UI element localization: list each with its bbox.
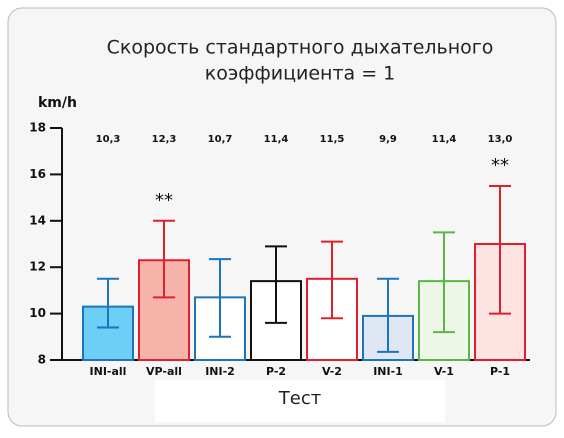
value-label: 11,5 — [320, 134, 345, 145]
error-bar — [433, 231, 455, 334]
error-bar — [97, 277, 119, 329]
x-tick-label: INI-all — [90, 365, 127, 378]
annotation: ** — [155, 190, 173, 211]
y-tick-label: 16 — [29, 167, 46, 181]
value-label: 10,3 — [96, 134, 121, 145]
value-label: 9,9 — [379, 134, 397, 145]
annotation: ** — [491, 155, 509, 176]
y-axis-label: km/h — [38, 95, 77, 111]
bar — [138, 259, 190, 361]
value-label: 11,4 — [264, 134, 289, 145]
error-bar — [209, 258, 231, 338]
value-label: 13,0 — [488, 134, 513, 145]
chart-title: Скорость стандартного дыхательного — [107, 37, 494, 59]
value-label: 12,3 — [152, 134, 177, 145]
x-tick-label: V-1 — [434, 365, 454, 378]
value-label: 11,4 — [432, 134, 457, 145]
y-tick-label: 18 — [29, 121, 46, 135]
x-tick-label: P-1 — [490, 365, 510, 378]
chart-title: коэффициента = 1 — [205, 63, 396, 85]
x-tick-label: INI-1 — [373, 365, 403, 378]
error-bar — [377, 277, 399, 353]
value-label: 10,7 — [208, 134, 233, 145]
x-label-box — [155, 380, 445, 422]
x-tick-label: V-2 — [322, 365, 342, 378]
y-tick-label: 12 — [29, 260, 46, 274]
x-tick-label: P-2 — [266, 365, 286, 378]
x-tick-label: INI-2 — [205, 365, 235, 378]
y-tick-label: 14 — [29, 213, 46, 227]
y-tick-label: 10 — [29, 306, 46, 320]
error-bar — [265, 245, 287, 324]
error-bar — [489, 185, 511, 315]
x-axis-label: Тест — [278, 388, 321, 409]
bar — [82, 305, 134, 362]
x-tick-label: VP-all — [146, 365, 182, 378]
error-bar — [321, 240, 343, 320]
error-bar — [153, 219, 175, 299]
y-tick-label: 8 — [38, 353, 46, 367]
